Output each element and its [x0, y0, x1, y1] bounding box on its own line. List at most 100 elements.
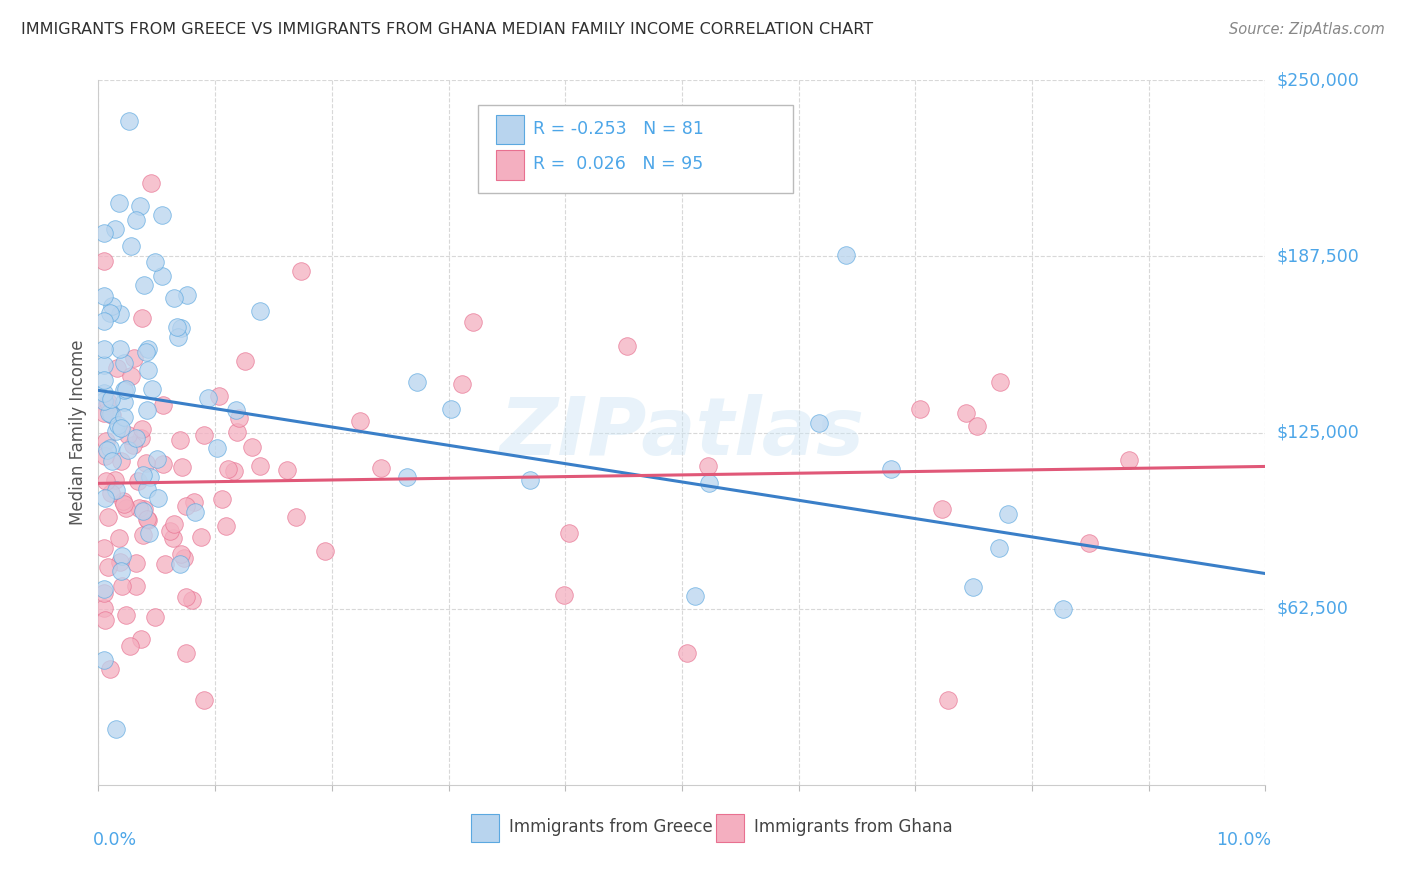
- FancyBboxPatch shape: [496, 115, 524, 145]
- Point: [143, 609, 166, 624]
- Point: [138, 342, 160, 356]
- Point: [111, 549, 134, 564]
- Point: [96, 399, 118, 413]
- Point: [276, 463, 298, 477]
- FancyBboxPatch shape: [496, 150, 524, 179]
- FancyBboxPatch shape: [716, 814, 744, 842]
- Point: [225, 402, 247, 417]
- FancyBboxPatch shape: [478, 105, 793, 193]
- Point: [217, 461, 239, 475]
- Point: [93, 653, 115, 667]
- Point: [558, 526, 581, 541]
- Point: [174, 646, 197, 660]
- Point: [807, 416, 830, 430]
- Point: [240, 441, 263, 455]
- Point: [908, 401, 931, 416]
- Point: [125, 557, 148, 571]
- Point: [93, 343, 115, 357]
- Point: [96, 434, 118, 449]
- Point: [131, 468, 153, 483]
- Point: [463, 314, 485, 328]
- Point: [174, 590, 197, 604]
- Point: [131, 431, 153, 445]
- Point: [167, 330, 190, 344]
- Point: [112, 410, 135, 425]
- Point: [105, 722, 128, 736]
- Point: [93, 254, 115, 268]
- Point: [1052, 601, 1074, 615]
- Point: [100, 485, 122, 500]
- Point: [962, 580, 984, 594]
- Point: [988, 375, 1011, 389]
- Point: [125, 579, 148, 593]
- Point: [122, 351, 145, 366]
- Point: [104, 221, 127, 235]
- Text: IMMIGRANTS FROM GREECE VS IMMIGRANTS FROM GHANA MEDIAN FAMILY INCOME CORRELATION: IMMIGRANTS FROM GREECE VS IMMIGRANTS FRO…: [21, 22, 873, 37]
- Text: R = -0.253   N = 81: R = -0.253 N = 81: [533, 120, 703, 138]
- Point: [193, 428, 215, 442]
- Point: [553, 588, 575, 602]
- Point: [136, 403, 159, 417]
- Point: [132, 528, 155, 542]
- Point: [222, 465, 245, 479]
- Point: [105, 361, 128, 376]
- Point: [96, 475, 118, 489]
- Point: [290, 264, 312, 278]
- Point: [93, 289, 115, 303]
- Point: [112, 493, 135, 508]
- Point: [110, 564, 132, 578]
- Point: [135, 456, 157, 470]
- Point: [107, 417, 129, 432]
- Text: 10.0%: 10.0%: [1216, 830, 1271, 849]
- Point: [138, 526, 160, 541]
- Point: [118, 114, 141, 128]
- Point: [101, 299, 124, 313]
- Point: [228, 410, 250, 425]
- Point: [118, 639, 141, 653]
- Point: [97, 510, 120, 524]
- Point: [97, 560, 120, 574]
- Point: [110, 453, 132, 467]
- Text: ZIPatlas: ZIPatlas: [499, 393, 865, 472]
- Point: [440, 402, 463, 417]
- Point: [93, 613, 115, 627]
- Point: [183, 494, 205, 508]
- Point: [93, 541, 115, 556]
- Point: [163, 291, 186, 305]
- Point: [93, 601, 115, 615]
- Point: [193, 693, 215, 707]
- Point: [184, 505, 207, 519]
- Point: [93, 358, 115, 372]
- Point: [159, 524, 181, 538]
- Point: [112, 395, 135, 409]
- Point: [1118, 453, 1140, 467]
- Point: [207, 441, 229, 455]
- Point: [136, 363, 159, 377]
- Point: [1078, 536, 1101, 550]
- Point: [450, 376, 472, 391]
- Text: Source: ZipAtlas.com: Source: ZipAtlas.com: [1229, 22, 1385, 37]
- Point: [966, 419, 988, 434]
- Point: [131, 422, 153, 436]
- Point: [96, 443, 118, 458]
- Point: [176, 287, 198, 301]
- Point: [170, 547, 193, 561]
- Point: [208, 388, 231, 402]
- Point: [211, 491, 233, 506]
- Point: [125, 431, 148, 445]
- Point: [93, 585, 115, 599]
- Point: [233, 354, 256, 368]
- Point: [616, 339, 638, 353]
- Point: [675, 646, 697, 660]
- Point: [112, 355, 135, 369]
- Point: [117, 428, 139, 442]
- Point: [93, 385, 115, 400]
- Point: [136, 512, 159, 526]
- Point: [150, 208, 173, 222]
- Point: [699, 475, 721, 490]
- Point: [519, 473, 541, 487]
- Point: [136, 483, 159, 497]
- Point: [955, 406, 977, 420]
- Point: [249, 304, 271, 318]
- Point: [104, 483, 127, 497]
